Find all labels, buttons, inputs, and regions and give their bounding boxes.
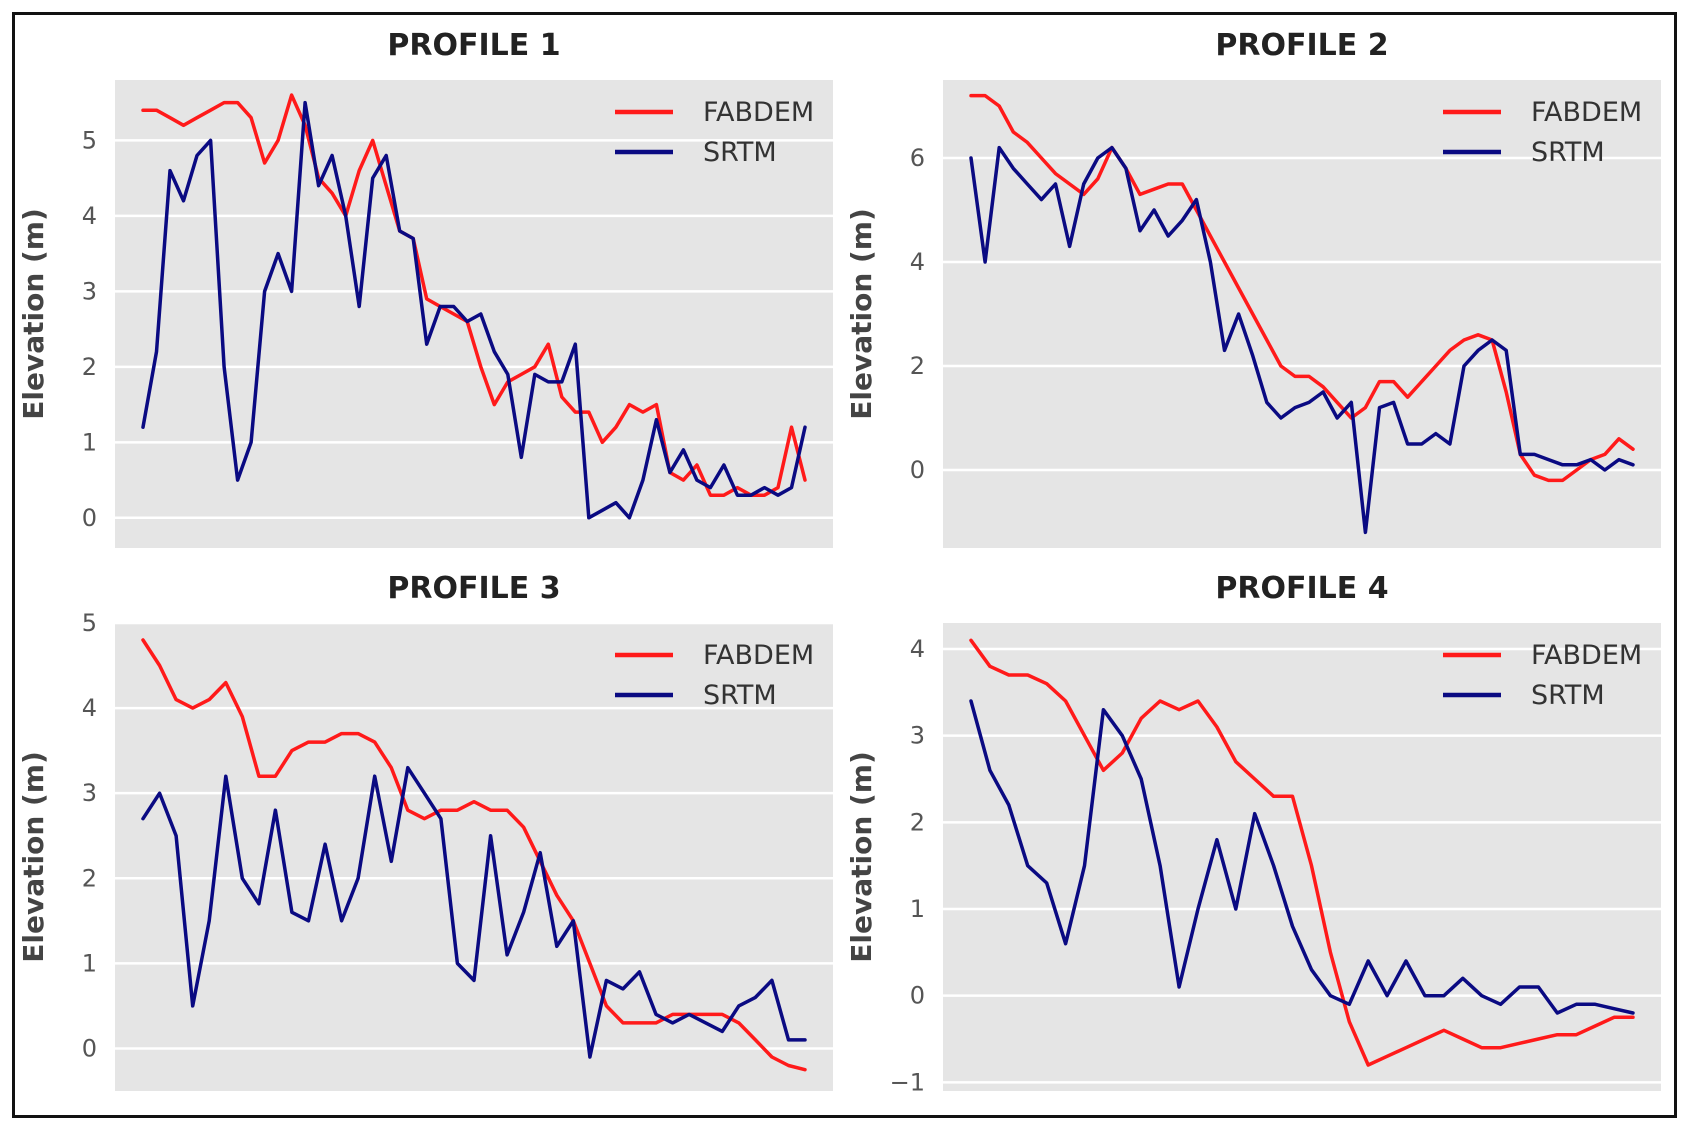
plot-background xyxy=(943,623,1661,1091)
y-tick-label: 2 xyxy=(910,808,925,836)
series-line-srtm xyxy=(141,765,807,1059)
y-axis-label: Elevation (m) xyxy=(17,751,50,963)
chart-panel-3: 0 1 2 3 4 5 PROFILE 3 Elevation (m) FABDEM SRTM xyxy=(17,571,833,1091)
chart-panel-2: 0 2 4 6 PROFILE 2 Elevation (m) FABDEM SRTM xyxy=(845,28,1661,548)
y-tick-label: 3 xyxy=(910,722,925,750)
y-tick-label: 4 xyxy=(910,635,925,663)
y-tick-label: 0 xyxy=(910,982,925,1010)
chart-panel-1: 0 1 2 3 4 5 PROFILE 1 Elevation (m) FABDEM SRTM xyxy=(17,28,833,548)
y-tick-label: 0 xyxy=(82,504,97,532)
series-line-srtm xyxy=(969,145,1635,535)
y-tick-label: 1 xyxy=(910,895,925,923)
y-tick-label: −1 xyxy=(890,1068,925,1096)
legend-label-srtm: SRTM xyxy=(1531,137,1605,168)
y-tick-label: 1 xyxy=(82,428,97,456)
chart-title: PROFILE 2 xyxy=(1215,28,1388,63)
legend-label-fabdem: FABDEM xyxy=(1531,97,1642,128)
y-axis-label: Elevation (m) xyxy=(17,208,50,420)
y-tick-label: 1 xyxy=(82,949,97,977)
chart-title: PROFILE 3 xyxy=(387,571,560,606)
y-tick-label: 6 xyxy=(910,144,925,172)
y-tick-label: 4 xyxy=(82,694,97,722)
series-line-fabdem xyxy=(141,93,807,497)
y-axis-label: Elevation (m) xyxy=(845,751,878,963)
legend-label-srtm: SRTM xyxy=(703,680,777,711)
y-tick-label: 0 xyxy=(82,1034,97,1062)
series-line-fabdem xyxy=(141,638,807,1072)
legend-label-fabdem: FABDEM xyxy=(703,640,814,671)
y-tick-label: 3 xyxy=(82,277,97,305)
y-tick-label: 5 xyxy=(82,609,97,637)
chart-panel-4: −1 0 1 2 3 4 PROFILE 4 Elevation (m) FABDEM SRTM xyxy=(845,571,1661,1096)
y-tick-label: 2 xyxy=(82,353,97,381)
series-line-srtm xyxy=(141,100,807,520)
y-tick-label: 3 xyxy=(82,779,97,807)
y-axis-label: Elevation (m) xyxy=(845,208,878,420)
legend-label-srtm: SRTM xyxy=(1531,680,1605,711)
y-tick-label: 4 xyxy=(82,202,97,230)
y-tick-label: 0 xyxy=(910,456,925,484)
y-tick-label: 2 xyxy=(82,864,97,892)
legend-label-fabdem: FABDEM xyxy=(703,97,814,128)
legend-label-srtm: SRTM xyxy=(703,137,777,168)
y-tick-label: 4 xyxy=(910,248,925,276)
y-tick-label: 5 xyxy=(82,126,97,154)
series-line-fabdem xyxy=(969,638,1635,1067)
chart-title: PROFILE 1 xyxy=(387,28,560,63)
y-tick-label: 2 xyxy=(910,352,925,380)
legend-label-fabdem: FABDEM xyxy=(1531,640,1642,671)
series-line-srtm xyxy=(969,699,1635,1015)
chart-title: PROFILE 4 xyxy=(1215,571,1388,606)
